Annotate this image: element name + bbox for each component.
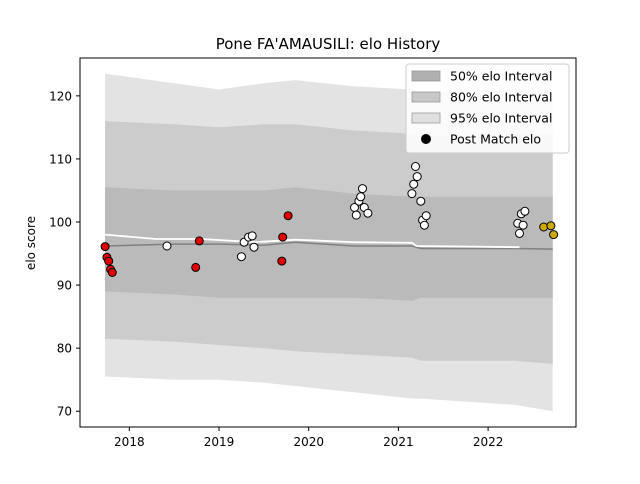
legend: 50% elo Interval 80% elo Interval 95% elo … [405,63,570,154]
post-match-elo-point-win [247,231,257,241]
post-match-elo-point-loss [191,262,201,272]
x-tick-label: 2018 [114,435,145,449]
legend-label-1: 50% elo Interval [450,69,552,84]
post-match-elo-point-win [162,241,172,251]
post-match-elo-point-win [412,172,422,182]
x-tick-label: 2021 [383,435,414,449]
post-match-elo-point-win [249,242,259,252]
x-tick-label: 2019 [204,435,235,449]
post-match-elo-point-loss [104,256,114,266]
legend-label-3: 95% elo Interval [450,111,552,126]
y-tick-label: 120 [49,89,72,103]
plot-frame [79,57,577,428]
post-match-elo-point-loss [278,232,288,242]
post-match-elo-point-loss [283,211,293,221]
plot-area [100,73,559,412]
current-elo-line [105,233,520,249]
y-tick-label: 90 [57,279,72,293]
legend-marker-post-match [421,134,431,144]
post-match-elo-point-win [409,179,419,189]
post-match-elo-point-loss [194,236,204,246]
post-match-elo-point-win [416,196,426,206]
y-tick-label: 100 [49,216,72,230]
post-match-elo-point-win [520,206,530,216]
x-tick-label: 2022 [473,435,504,449]
legend-swatch-1 [411,70,441,82]
post-match-elo-point-win [236,252,246,262]
y-tick-label: 110 [49,152,72,166]
legend-label-4: Post Match elo [450,132,541,147]
post-match-elo-point-win [419,220,429,230]
post-match-elo-point-recent [549,230,559,240]
post-match-elo-point-win [518,220,528,230]
post-match-elo-point-recent [546,221,556,231]
y-tick-label: 70 [57,405,72,419]
post-match-elo-point-win [411,162,420,171]
x-tick-label: 2020 [293,435,324,449]
legend-swatch-2 [411,91,441,103]
post-match-elo-point-win [421,211,431,221]
post-match-elo-point-win [363,208,373,218]
post-match-elo-point-loss [100,242,110,252]
post-match-elo-point-win [356,192,366,202]
chart-title: Pone FA'AMAUSILI: elo History [216,35,441,53]
legend-box [405,63,570,154]
post-match-elo-point-loss [277,256,287,266]
post-match-elo-point-win [358,184,367,194]
post-match-elo-point-loss [107,268,117,277]
axes: 2018 2019 2020 2021 2022 70 80 90 100 110 120 [49,57,577,449]
post-match-elo-point-recent [539,222,549,232]
legend-swatch-3 [411,112,441,124]
legend-label-2: 80% elo Interval [450,90,552,105]
post-match-elo-point-win [515,228,524,238]
y-tick-label: 80 [57,342,72,356]
post-match-elo-point-win [407,189,417,199]
y-axis-label: elo score [24,216,38,270]
post-match-elo-point-win [351,210,361,220]
